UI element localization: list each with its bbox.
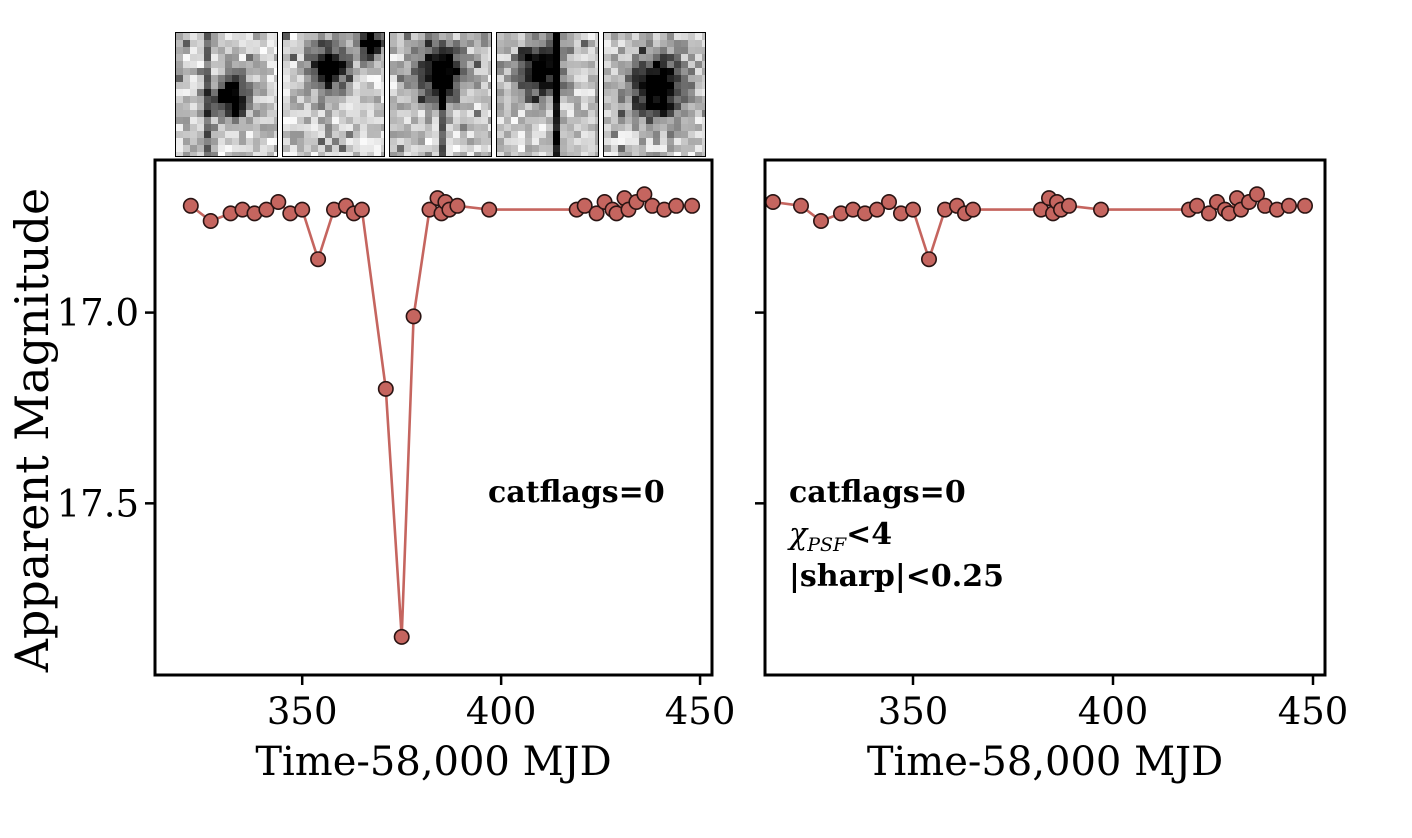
data-point: [258, 201, 275, 218]
data-point: [1201, 205, 1218, 222]
annotation-line: catflags=0: [488, 475, 665, 510]
data-point: [1093, 201, 1110, 218]
data-point: [377, 380, 394, 397]
data-point: [1061, 197, 1078, 214]
data-point: [1281, 197, 1298, 214]
axes-frame: [153, 158, 714, 677]
data-point: [812, 213, 829, 230]
y-tick-label: 17.0: [57, 292, 139, 335]
annotation-line: |sharp|<0.25: [789, 559, 1004, 594]
x-tick-label: 400: [1078, 690, 1149, 733]
x-tick-label: 400: [466, 690, 537, 733]
data-point: [792, 197, 809, 214]
data-point: [449, 197, 466, 214]
data-point: [393, 628, 410, 645]
data-point: [880, 194, 897, 211]
data-point: [684, 197, 701, 214]
data-point: [636, 186, 653, 203]
data-point: [588, 205, 605, 222]
data-point: [964, 201, 981, 218]
data-point: [310, 251, 327, 268]
data-point: [1189, 197, 1206, 214]
x-tick-label: 350: [267, 690, 338, 733]
x-tick-label: 350: [878, 690, 949, 733]
panel-unfiltered-light-curve: 350 400 450 17.0 17.5 Time-58,000 MJD catflags…: [57, 158, 736, 785]
data-point: [1297, 197, 1314, 214]
data-point: [1249, 186, 1266, 203]
x-tick-label: 450: [665, 690, 736, 733]
data-point: [920, 251, 937, 268]
data-point: [182, 197, 199, 214]
annotation-line: χPSF<4: [787, 517, 892, 556]
cutout-stamp-1: [175, 32, 278, 157]
data-point: [668, 197, 685, 214]
cutout-stamp-2: [282, 32, 385, 157]
annotation-line: catflags=0: [789, 475, 966, 510]
cutout-stamp-4: [496, 32, 599, 157]
data-point: [576, 197, 593, 214]
panel-filtered-light-curve: 350 400 450 Time-58,000 MJD catflags=0 χPSF<4…: [755, 158, 1349, 785]
data-point: [405, 308, 422, 325]
data-point: [481, 201, 498, 218]
axes-frame: [763, 158, 1327, 677]
cutout-stamp-5: [603, 32, 706, 157]
data-point: [294, 201, 311, 218]
x-axis-label: Time-58,000 MJD: [867, 739, 1223, 785]
data-point: [868, 201, 885, 218]
data-point: [764, 194, 781, 211]
y-tick-label: 17.5: [57, 482, 139, 525]
light-curve-line: [190, 192, 693, 637]
x-axis-label: Time-58,000 MJD: [255, 739, 611, 785]
cutout-stamp-3: [389, 32, 492, 157]
data-point: [270, 194, 287, 211]
data-point: [904, 201, 921, 218]
x-tick-label: 450: [1278, 690, 1349, 733]
data-point: [353, 201, 370, 218]
data-point: [202, 213, 219, 230]
